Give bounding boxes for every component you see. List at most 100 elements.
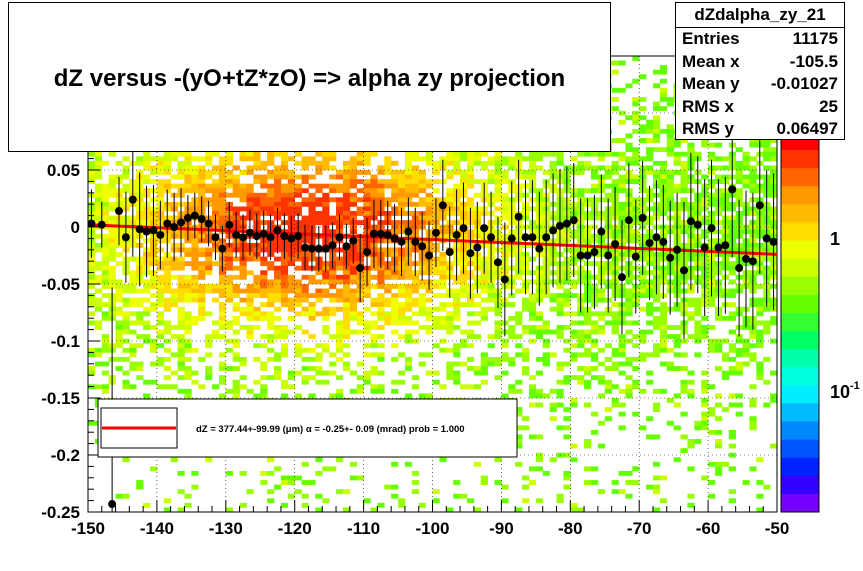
heatmap-cell bbox=[191, 484, 199, 490]
heatmap-cell bbox=[501, 370, 509, 376]
heatmap-cell bbox=[659, 147, 668, 153]
profile-point bbox=[190, 211, 199, 220]
heatmap-cell bbox=[156, 311, 165, 317]
heatmap-cell bbox=[652, 402, 661, 408]
heatmap-cell bbox=[439, 261, 447, 267]
heatmap-cell bbox=[260, 192, 268, 198]
heatmap-cell bbox=[735, 188, 743, 194]
heatmap-cell bbox=[191, 256, 199, 262]
heatmap-cell bbox=[253, 197, 261, 203]
heatmap-cell bbox=[356, 315, 364, 321]
heatmap-cell bbox=[218, 183, 227, 189]
heatmap-cell bbox=[191, 188, 199, 194]
heatmap-cell bbox=[129, 270, 137, 276]
colorbar-swatch bbox=[781, 493, 819, 513]
heatmap-cell bbox=[260, 279, 268, 285]
heatmap-cell bbox=[687, 297, 695, 303]
heatmap-cell bbox=[659, 306, 668, 312]
heatmap-cell bbox=[604, 416, 612, 422]
heatmap-cell bbox=[652, 101, 661, 107]
heatmap-cell bbox=[377, 302, 385, 308]
heatmap-cell bbox=[646, 119, 654, 125]
heatmap-cell bbox=[618, 352, 626, 358]
heatmap-cell bbox=[398, 315, 406, 321]
heatmap-cell bbox=[253, 279, 261, 285]
stats-value: -0.01027 bbox=[770, 74, 838, 94]
heatmap-cell bbox=[253, 165, 261, 171]
heatmap-cell bbox=[349, 170, 358, 175]
heatmap-cell bbox=[735, 170, 743, 175]
heatmap-cell bbox=[735, 347, 743, 353]
colorbar bbox=[780, 131, 820, 513]
heatmap-cell bbox=[101, 370, 109, 376]
heatmap-cell bbox=[611, 138, 619, 143]
heatmap-cell bbox=[287, 183, 295, 189]
heatmap-cell bbox=[687, 502, 695, 508]
heatmap-cell bbox=[122, 302, 130, 308]
heatmap-cell bbox=[577, 375, 585, 381]
heatmap-cell bbox=[528, 170, 537, 175]
heatmap-cell bbox=[763, 147, 771, 153]
heatmap-cell bbox=[515, 434, 523, 440]
heatmap-cell bbox=[453, 156, 461, 162]
heatmap-cell bbox=[625, 320, 633, 326]
heatmap-cell bbox=[604, 388, 612, 394]
heatmap-cell bbox=[384, 311, 392, 317]
heatmap-cell bbox=[618, 211, 626, 216]
heatmap-cell bbox=[515, 443, 523, 449]
heatmap-cell bbox=[542, 356, 550, 362]
heatmap-cell bbox=[163, 302, 171, 308]
colorbar-label-10: 10 bbox=[830, 382, 850, 402]
heatmap-cell bbox=[528, 302, 537, 308]
heatmap-cell bbox=[439, 270, 447, 276]
heatmap-cell bbox=[735, 174, 743, 180]
heatmap-cell bbox=[322, 270, 330, 276]
heatmap-cell bbox=[418, 284, 426, 289]
heatmap-cell bbox=[708, 461, 716, 467]
heatmap-cell bbox=[136, 302, 144, 308]
heatmap-cell bbox=[563, 407, 571, 412]
heatmap-cell bbox=[280, 183, 289, 189]
heatmap-cell bbox=[356, 475, 364, 481]
heatmap-cell bbox=[287, 480, 295, 485]
heatmap-cell bbox=[308, 160, 316, 166]
plot-title: dZ versus -(yO+tZ*zO) => alpha zy projec… bbox=[53, 65, 566, 92]
heatmap-cell bbox=[714, 156, 723, 162]
heatmap-cell bbox=[205, 188, 213, 194]
heatmap-cell bbox=[749, 183, 757, 189]
heatmap-cell bbox=[584, 366, 592, 371]
heatmap-cell bbox=[225, 156, 233, 162]
heatmap-cell bbox=[528, 306, 537, 312]
heatmap-cell bbox=[639, 288, 647, 294]
heatmap-cell bbox=[274, 174, 282, 180]
heatmap-cell bbox=[666, 124, 674, 130]
heatmap-cell bbox=[466, 151, 475, 157]
heatmap-cell bbox=[377, 334, 385, 340]
heatmap-cell bbox=[101, 279, 109, 285]
heatmap-cell bbox=[129, 352, 137, 358]
heatmap-cell bbox=[225, 160, 233, 166]
heatmap-cell bbox=[411, 297, 420, 303]
heatmap-cell bbox=[425, 211, 433, 216]
heatmap-cell bbox=[535, 388, 544, 394]
heatmap-cell bbox=[508, 329, 516, 335]
heatmap-cell bbox=[239, 356, 247, 362]
heatmap-cell bbox=[432, 265, 440, 271]
heatmap-cell bbox=[129, 302, 137, 308]
heatmap-cell bbox=[584, 329, 592, 335]
heatmap-cell bbox=[342, 343, 351, 349]
heatmap-cell bbox=[680, 197, 688, 203]
heatmap-cell bbox=[88, 370, 96, 376]
heatmap-cell bbox=[94, 183, 103, 189]
heatmap-cell bbox=[88, 174, 96, 180]
profile-point bbox=[273, 226, 282, 235]
heatmap-cell bbox=[590, 165, 599, 171]
heatmap-cell bbox=[556, 493, 564, 499]
heatmap-cell bbox=[473, 311, 482, 317]
heatmap-cell bbox=[205, 256, 213, 262]
heatmap-cell bbox=[184, 188, 192, 194]
profile-point bbox=[411, 237, 420, 246]
heatmap-cell bbox=[156, 361, 165, 367]
heatmap-cell bbox=[742, 338, 750, 344]
heatmap-cell bbox=[315, 211, 323, 216]
